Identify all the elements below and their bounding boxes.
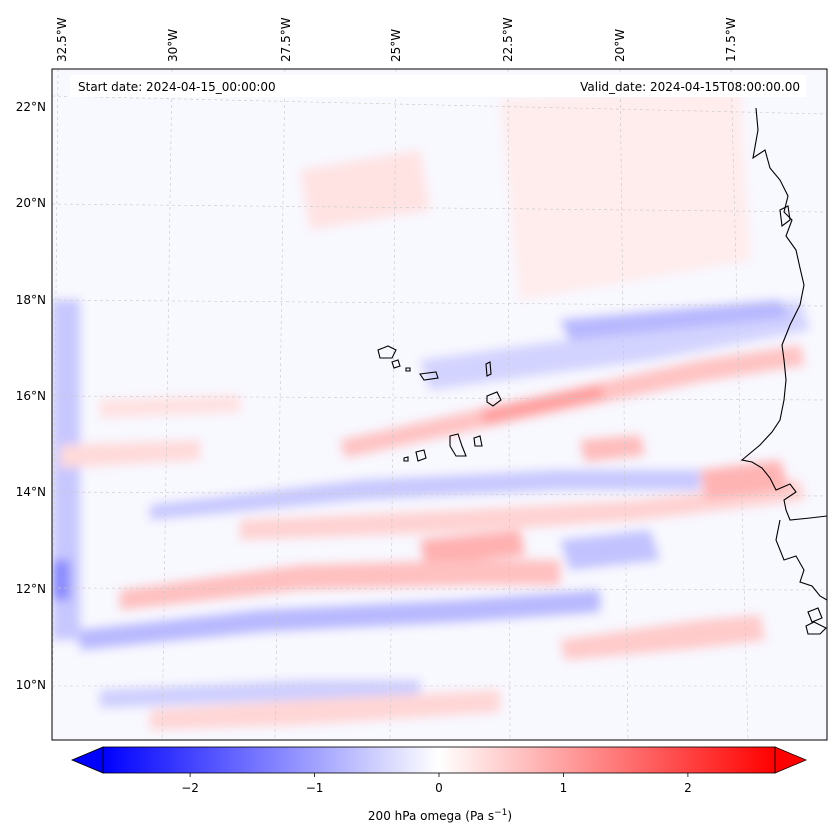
island-santiago — [449, 433, 467, 457]
colorbar-ticks: −2 −1 0 1 2 — [181, 773, 692, 795]
colorbar-max-arrow — [774, 746, 808, 774]
omega-band — [700, 460, 790, 500]
omega-band — [300, 150, 430, 230]
colorbar-tick-label: −2 — [181, 781, 199, 795]
colorbar-label-main: 200 hPa omega (Pa s — [368, 809, 494, 823]
lat-label: 20°N — [16, 196, 46, 210]
island-sao-vicente — [391, 359, 401, 369]
lon-label: 17.5°W — [724, 17, 738, 62]
lon-label: 20°W — [613, 29, 627, 62]
coastlines — [377, 107, 827, 635]
island-outline — [807, 607, 823, 623]
map-frame — [51, 68, 828, 741]
lon-label: 27.5°W — [279, 17, 293, 62]
longitude-labels: 32.5°W 30°W 27.5°W 25°W 22.5°W 20°W 17.5… — [55, 17, 738, 62]
lat-label: 18°N — [16, 293, 46, 307]
island-boa-vista — [486, 391, 502, 407]
lat-label: 14°N — [16, 485, 46, 499]
omega-band — [80, 590, 600, 650]
valid-date-label: Valid_date: 2024-04-15T08:00:00.00 — [580, 80, 800, 94]
lat-label: 22°N — [16, 100, 46, 114]
omega-band — [420, 530, 525, 565]
omega-band — [500, 90, 750, 300]
island-sao-nicolau — [419, 371, 439, 381]
colorbar-label-tail: ) — [507, 809, 512, 823]
graticule-lon-line — [389, 69, 397, 740]
graticule-lon-line — [161, 69, 173, 740]
omega-band — [240, 480, 805, 540]
colorbar-min-arrow — [70, 746, 104, 774]
colorbar-tick-label: 2 — [684, 781, 692, 795]
africa-coastline — [775, 519, 827, 601]
island-outline — [805, 621, 827, 635]
colorbar-tick-label: 1 — [560, 781, 568, 795]
omega-band — [580, 435, 645, 462]
lat-label: 12°N — [16, 582, 46, 596]
island-santa-luzia — [405, 367, 411, 372]
lat-label: 10°N — [16, 678, 46, 692]
graticule-lon-line — [730, 69, 749, 740]
header-band — [70, 75, 806, 97]
island-santo-antao — [377, 345, 397, 359]
island-brava — [403, 456, 409, 462]
lat-label: 16°N — [16, 389, 46, 403]
island-outline — [779, 205, 791, 228]
colorbar-label-exponent: −1 — [494, 808, 507, 818]
colorbar-label: 200 hPa omega (Pa s−1) — [368, 808, 512, 823]
omega-band — [100, 395, 240, 418]
colorbar: −2 −1 0 1 2 200 hPa omega (Pa s−1) — [70, 746, 808, 823]
omega-band — [150, 470, 700, 520]
island-fogo — [415, 449, 427, 462]
graticule-lon-line — [52, 69, 59, 740]
graticule-lon-line — [619, 69, 629, 740]
island-sal — [485, 361, 492, 377]
africa-coastline — [740, 107, 827, 521]
colorbar-tick-label: 0 — [435, 781, 443, 795]
graticule — [52, 69, 827, 740]
graticule-lon-line — [507, 69, 511, 740]
lon-label: 32.5°W — [55, 17, 69, 62]
omega-band — [52, 560, 70, 600]
omega-band — [560, 530, 660, 570]
colorbar-gradient — [102, 746, 776, 774]
latitude-labels: 22°N 20°N 18°N 16°N 14°N 12°N 10°N — [16, 100, 46, 692]
lon-label: 22.5°W — [501, 17, 515, 62]
lon-label: 25°W — [389, 29, 403, 62]
lon-label: 30°W — [166, 29, 180, 62]
omega-band — [52, 300, 80, 640]
omega-band — [120, 560, 560, 610]
omega-band — [60, 440, 200, 468]
omega-band — [100, 680, 420, 708]
omega-band — [480, 385, 605, 424]
omega-field — [52, 90, 810, 730]
colorbar-tick-label: −1 — [306, 781, 324, 795]
omega-band — [560, 615, 765, 660]
graticule-lon-line — [274, 69, 286, 740]
start-date-label: Start date: 2024-04-15_00:00:00 — [78, 80, 276, 94]
omega-band — [150, 690, 500, 730]
island-maio — [473, 435, 483, 447]
omega-band — [560, 300, 790, 340]
